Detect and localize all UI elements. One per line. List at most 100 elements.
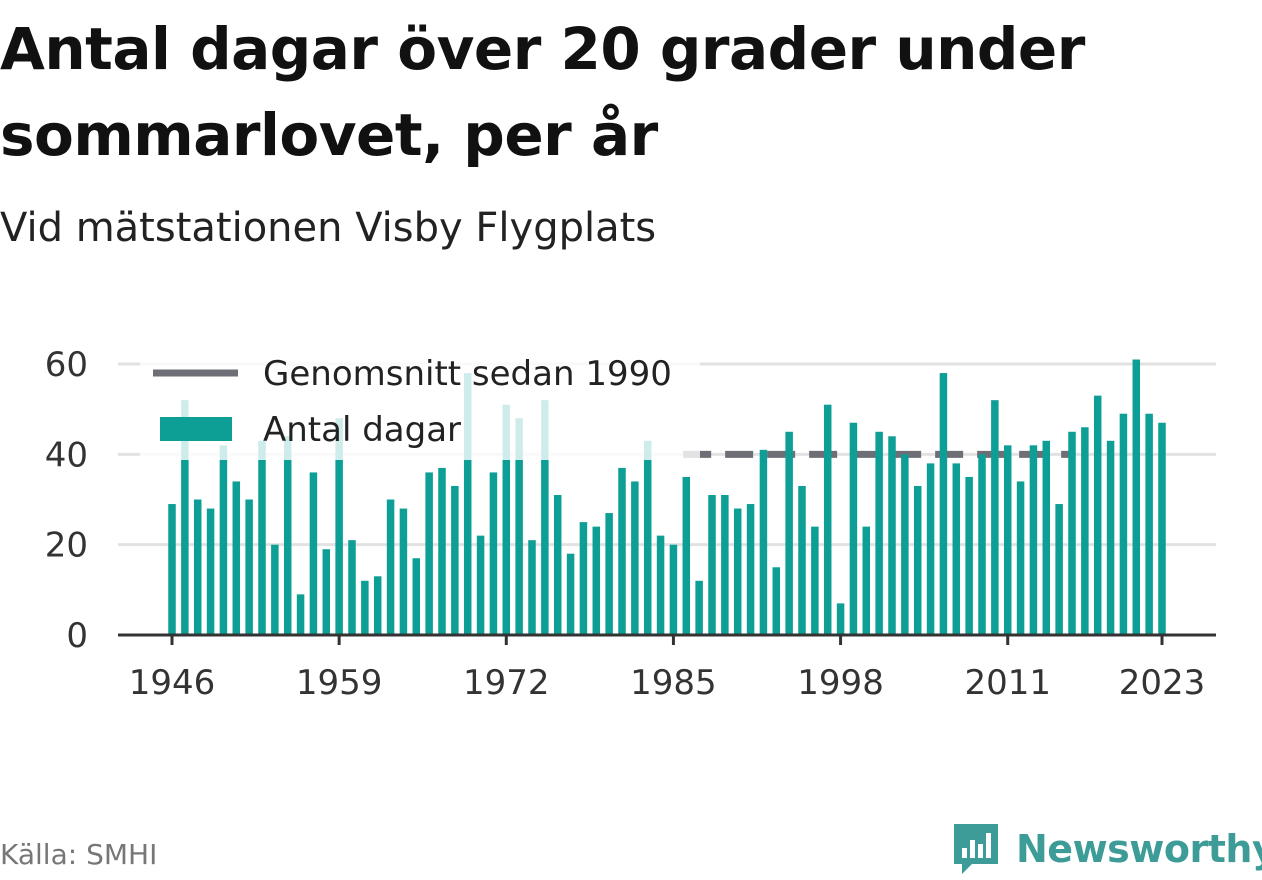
bar-1997	[823, 404, 832, 635]
bar-1960	[348, 540, 356, 635]
brand-logo: Newsworthy	[950, 818, 1262, 880]
bar-2014	[1042, 440, 1051, 635]
brand-name: Newsworthy	[1016, 827, 1262, 871]
bar-1964	[399, 508, 408, 635]
chart-subtitle: Vid mätstationen Visby Flygplats	[0, 205, 657, 251]
bar-1953	[258, 440, 266, 635]
bar-1968	[451, 485, 459, 635]
bar-1989	[721, 495, 729, 635]
y-tick-label-0: 0	[66, 616, 88, 656]
bar-1956	[296, 594, 305, 635]
bar-2000	[862, 526, 871, 635]
bar-2023	[1158, 422, 1166, 635]
bar-1994	[785, 431, 793, 635]
bar-1950	[219, 445, 228, 635]
bar-chart: Genomsnitt sedan 1990 Antal dagar 0 20 40 6…	[45, 345, 1216, 703]
bar-1981	[618, 467, 626, 635]
x-tick-label-1985: 1985	[630, 663, 717, 703]
bar-1959	[335, 418, 343, 635]
y-tick-label-60: 60	[45, 345, 88, 385]
bar-1957	[309, 472, 318, 635]
bar-2019	[1106, 440, 1115, 635]
y-tick-label-40: 40	[45, 435, 88, 475]
bar-1949	[206, 508, 215, 635]
bar-1947	[181, 400, 189, 635]
legend-background	[140, 348, 700, 460]
bar-1958	[322, 549, 331, 635]
bar-1976	[553, 495, 562, 635]
bar-2017	[1081, 427, 1089, 635]
source-note: Källa: SMHI	[0, 838, 158, 871]
bar-1988	[708, 495, 716, 635]
bar-1977	[566, 553, 575, 635]
x-tick-label-1959: 1959	[296, 663, 383, 703]
bar-2016	[1068, 431, 1076, 635]
legend-bars-swatch	[160, 417, 232, 441]
bar-2003	[901, 454, 909, 635]
legend-average-label: Genomsnitt sedan 1990	[263, 354, 672, 394]
x-tick-label-2023: 2023	[1119, 663, 1206, 703]
bar-2008	[965, 476, 973, 635]
bar-2007	[952, 463, 961, 635]
bar-1963	[386, 499, 395, 635]
bar-1993	[772, 567, 781, 635]
bar-1962	[373, 576, 382, 635]
bar-1961	[361, 580, 369, 635]
x-tick-label-1998: 1998	[797, 663, 884, 703]
bar-2004	[913, 485, 922, 635]
bar-1980	[605, 513, 613, 635]
bar-1967	[438, 467, 446, 635]
bar-1987	[695, 580, 703, 635]
bar-1973	[515, 418, 523, 635]
bar-2011	[1003, 445, 1012, 635]
bar-1951	[232, 481, 241, 635]
chart-title: Antal dagar över 20 grader under sommarl…	[0, 15, 1085, 169]
bar-2010	[991, 400, 999, 635]
bar-2001	[875, 431, 883, 635]
bar-1955	[283, 436, 292, 635]
bar-1978	[579, 522, 588, 635]
bar-1954	[271, 544, 279, 635]
bar-2002	[888, 436, 896, 635]
bar-2005	[926, 463, 935, 635]
x-tick-label-1972: 1972	[463, 663, 550, 703]
legend: Genomsnitt sedan 1990 Antal dagar	[140, 348, 700, 460]
bar-1992	[759, 449, 768, 635]
bar-2009	[978, 454, 986, 635]
bar-2013	[1029, 445, 1038, 635]
bar-1982	[631, 481, 639, 635]
bar-1979	[592, 526, 601, 635]
x-tick-label-2011: 2011	[964, 663, 1051, 703]
y-tick-label-20: 20	[45, 526, 88, 566]
bar-1946	[168, 504, 176, 635]
bar-2022	[1145, 413, 1153, 635]
bar-1991	[746, 504, 755, 635]
legend-bars-label: Antal dagar	[263, 410, 461, 450]
bar-1965	[412, 558, 421, 635]
bar-1985	[669, 544, 678, 635]
newsworthy-logo-icon	[954, 824, 998, 874]
axes: 0 20 40 60 1946 1959 1972 1985 1998 2011 2023	[45, 345, 1216, 703]
bar-1996	[811, 526, 819, 635]
bar-1970	[476, 535, 485, 635]
bar-1974	[528, 540, 536, 635]
bar-2006	[939, 373, 948, 635]
bars-layer	[168, 359, 1166, 635]
bar-2021	[1132, 359, 1141, 635]
bar-1990	[733, 508, 742, 635]
bar-1969	[463, 373, 472, 635]
bar-2015	[1055, 504, 1063, 635]
bar-1983	[643, 440, 652, 635]
bar-1984	[656, 535, 665, 635]
bar-1952	[245, 499, 253, 635]
bar-1971	[489, 472, 498, 635]
bar-1948	[193, 499, 202, 635]
bar-1999	[849, 422, 858, 635]
bar-1972	[502, 404, 511, 635]
bar-1966	[425, 472, 433, 635]
bar-1998	[836, 603, 845, 635]
bar-2020	[1119, 413, 1128, 635]
bar-1995	[798, 485, 806, 635]
x-tick-label-1946: 1946	[129, 663, 216, 703]
bar-1975	[541, 400, 549, 635]
